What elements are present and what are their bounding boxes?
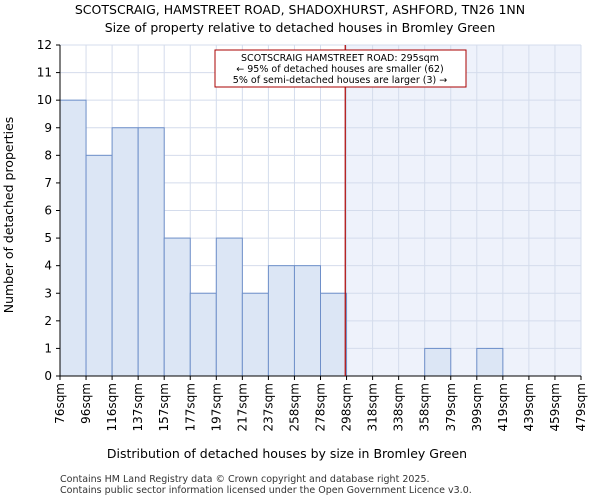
- bar: [476, 347, 504, 377]
- bar: [59, 99, 87, 377]
- x-tick-label: 338sqm: [392, 383, 406, 431]
- annotation-line-1: SCOTSCRAIG HAMSTREET ROAD: 295sqm: [241, 53, 439, 64]
- x-axis-label: Distribution of detached houses by size …: [107, 446, 467, 461]
- annotation-line-2: ← 95% of detached houses are smaller (62…: [236, 64, 443, 75]
- y-tick-label: 6: [44, 204, 52, 218]
- x-tick-label: 258sqm: [287, 383, 301, 431]
- y-tick-label: 10: [37, 93, 52, 107]
- x-tick-label: 197sqm: [209, 383, 223, 431]
- footer-line-1: Contains HM Land Registry data © Crown c…: [60, 474, 430, 485]
- bar: [85, 154, 113, 377]
- y-tick-label: 1: [44, 341, 52, 355]
- footer-line-2: Contains public sector information licen…: [60, 485, 472, 496]
- bar: [163, 237, 191, 377]
- annotation-line-3: 5% of semi-detached houses are larger (3…: [233, 75, 447, 86]
- bar: [293, 265, 322, 377]
- y-tick-label: 9: [44, 121, 52, 135]
- y-tick-label: 11: [37, 66, 52, 80]
- x-tick-label: 237sqm: [261, 383, 275, 431]
- x-tick-label: 399sqm: [470, 383, 484, 431]
- bar: [424, 347, 452, 377]
- x-tick-label: 217sqm: [235, 383, 249, 431]
- x-tick-label: 318sqm: [366, 383, 380, 431]
- x-tick-label: 116sqm: [105, 383, 119, 431]
- chart-subtitle: Size of property relative to detached ho…: [105, 20, 496, 35]
- bar: [189, 292, 217, 377]
- y-tick-label: 0: [44, 369, 52, 383]
- x-tick-label: 278sqm: [314, 383, 328, 431]
- y-tick-label: 4: [44, 259, 52, 273]
- bar: [111, 127, 139, 377]
- x-tick-label: 379sqm: [444, 383, 458, 431]
- x-tick-label: 459sqm: [548, 383, 562, 431]
- y-tick-label: 3: [44, 286, 52, 300]
- y-tick-label: 12: [37, 38, 52, 52]
- x-tick-label: 96sqm: [79, 383, 93, 424]
- annotation-box: SCOTSCRAIG HAMSTREET ROAD: 295sqm ← 95% …: [214, 49, 467, 88]
- y-tick-label: 7: [44, 176, 52, 190]
- y-tick-label: 5: [44, 231, 52, 245]
- x-tick-label: 358sqm: [418, 383, 432, 431]
- bar: [215, 237, 243, 377]
- x-tick-label: 479sqm: [574, 383, 588, 431]
- y-tick-label: 2: [44, 314, 52, 328]
- x-tick-label: 137sqm: [131, 383, 145, 431]
- bar: [320, 292, 348, 377]
- annotation-border: [214, 49, 467, 88]
- bar: [267, 265, 295, 377]
- x-tick-label: 177sqm: [183, 383, 197, 431]
- x-tick-label: 76sqm: [53, 383, 67, 424]
- bar: [137, 127, 165, 377]
- y-tick-label: 8: [44, 148, 52, 162]
- x-tick-label: 298sqm: [340, 383, 354, 431]
- y-axis-label: Number of detached properties: [1, 117, 16, 314]
- x-tick-label: 419sqm: [496, 383, 510, 431]
- x-tick-label: 439sqm: [522, 383, 536, 431]
- chart-title: SCOTSCRAIG, HAMSTREET ROAD, SHADOXHURST,…: [75, 2, 525, 17]
- bar: [241, 292, 269, 377]
- x-tick-label: 157sqm: [157, 383, 171, 431]
